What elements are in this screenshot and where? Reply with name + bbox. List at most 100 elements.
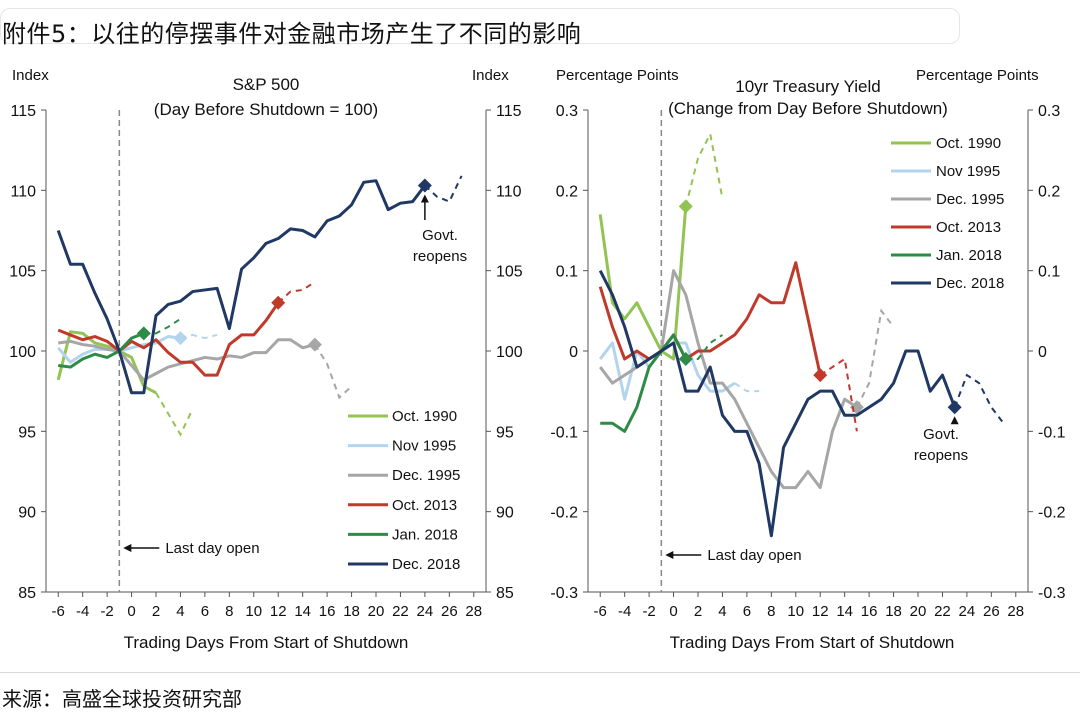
legend-label-oct-1990: Oct. 1990: [392, 408, 457, 425]
legend-label-dec-2018: Dec. 2018: [936, 275, 1004, 292]
x-tick-label: -4: [76, 603, 89, 620]
x-tick-label: -2: [642, 603, 655, 620]
legend-label-dec-1995: Dec. 1995: [392, 467, 460, 484]
x-tick-label: 18: [885, 603, 902, 620]
y-tick-label-right: 95: [496, 424, 514, 441]
x-tick-label: -6: [594, 603, 607, 620]
series-dashed-line-oct-2013: [277, 281, 316, 304]
series-marker-jan-2018: [678, 352, 693, 367]
source-note: 来源：高盛全球投资研究部: [2, 687, 242, 711]
y-tick-label-right: -0.1: [1038, 424, 1066, 441]
y-tick-label-left: 115: [10, 103, 36, 120]
last-day-open-arrowhead: [123, 544, 132, 552]
x-tick-label: -4: [618, 603, 631, 620]
series-marker-nov-1995: [173, 331, 188, 346]
x-tick-label: 10: [245, 603, 262, 620]
legend-label-jan-2018: Jan. 2018: [936, 247, 1002, 264]
x-axis-label: Trading Days From Start of Shutdown: [124, 633, 409, 652]
series-line-oct-1990: [598, 206, 688, 361]
series-marker-oct-2013: [813, 368, 828, 383]
y-tick-label-left: -0.3: [550, 585, 578, 602]
chart-title: 10yr Treasury Yield: [735, 77, 881, 96]
y-tick-label-left: 105: [9, 264, 36, 281]
x-tick-label: 12: [812, 603, 829, 620]
y-tick-label-right: -0.2: [1038, 505, 1066, 522]
legend-label-dec-2018: Dec. 2018: [392, 556, 460, 573]
x-tick-label: -2: [100, 603, 113, 620]
series-marker-dec-1995: [307, 337, 322, 352]
x-axis-label: Trading Days From Start of Shutdown: [670, 633, 955, 652]
y-tick-label-left: 0.3: [556, 103, 578, 120]
x-tick-label: 0: [669, 603, 677, 620]
y-tick-label-right: 0: [1038, 344, 1047, 361]
x-tick-label: 26: [441, 603, 458, 620]
series-dashed-line-dec-1995: [314, 344, 353, 400]
series-line-dec-2018: [56, 179, 427, 395]
x-tick-label: 0: [127, 603, 135, 620]
govt-reopens-label: Govt.: [422, 227, 458, 244]
series-marker-jan-2018: [136, 326, 151, 341]
y-tick-label-left: 90: [18, 505, 36, 522]
series-line-dec-1995: [58, 338, 316, 382]
legend-label-nov-1995: Nov 1995: [936, 163, 1000, 180]
page-title: 附件5：以往的停摆事件对金融市场产生了不同的影响: [2, 20, 582, 48]
legend-label-oct-1990: Oct. 1990: [936, 135, 1001, 152]
govt-reopens-label: reopens: [413, 248, 467, 265]
x-tick-label: 28: [465, 603, 482, 620]
x-tick-label: 16: [861, 603, 878, 620]
series-line-dec-2018: [598, 269, 957, 538]
series-dashed-line-jan-2018: [685, 334, 723, 361]
series-dashed-line-jan-2018: [143, 318, 181, 335]
y-tick-label-right: 0.2: [1038, 183, 1060, 200]
series-marker-dec-2018: [947, 400, 962, 415]
govt-reopens-label: reopens: [914, 447, 968, 464]
last-day-open-label: Last day open: [165, 540, 259, 557]
x-tick-label: 22: [934, 603, 951, 620]
x-tick-label: 18: [343, 603, 360, 620]
y-tick-label-right: 0.1: [1038, 264, 1060, 281]
series-marker-oct-1990: [678, 199, 693, 214]
x-tick-label: 2: [694, 603, 702, 620]
y-tick-label-right: 85: [496, 585, 514, 602]
footer-divider: [0, 672, 1080, 673]
x-tick-label: 20: [368, 603, 385, 620]
y-tick-label-right: 115: [496, 103, 522, 120]
x-tick-label: 26: [983, 603, 1000, 620]
series-line-jan-2018: [58, 331, 145, 369]
x-tick-label: 6: [743, 603, 751, 620]
y-tick-label-left: 110: [10, 183, 36, 200]
y-tick-label-right: 105: [496, 264, 523, 281]
y-axis-label-left: Percentage Points: [556, 67, 679, 84]
x-tick-label: 2: [152, 603, 160, 620]
govt-reopens-arrowhead: [420, 194, 429, 203]
series-dashed-line-oct-1990: [155, 392, 194, 437]
series-line-oct-2013: [598, 261, 822, 376]
y-tick-label-right: 110: [496, 183, 522, 200]
series-dashed-line-nov-1995: [734, 382, 760, 393]
y-tick-label-left: -0.1: [550, 424, 578, 441]
x-tick-label: 24: [417, 603, 434, 620]
series-marker-oct-2013: [271, 295, 286, 310]
x-tick-label: 22: [392, 603, 409, 620]
x-tick-label: 12: [270, 603, 287, 620]
chart-title: S&P 500: [233, 75, 300, 94]
x-tick-label: 24: [959, 603, 976, 620]
legend-label-dec-1995: Dec. 1995: [936, 191, 1004, 208]
x-tick-label: 14: [294, 603, 311, 620]
chart-subtitle: (Change from Day Before Shutdown): [668, 99, 948, 118]
y-tick-label-left: 85: [18, 585, 36, 602]
x-tick-label: -6: [52, 603, 65, 620]
x-tick-label: 4: [718, 603, 726, 620]
last-day-open-label: Last day open: [707, 547, 801, 564]
y-tick-label-left: 0.2: [556, 183, 578, 200]
x-tick-label: 10: [787, 603, 804, 620]
y-tick-label-left: 100: [9, 344, 36, 361]
series-dashed-line-dec-1995: [855, 308, 895, 408]
govt-reopens-label: Govt.: [923, 426, 959, 443]
series-dashed-line-oct-2013: [819, 357, 858, 432]
series-dashed-line-oct-1990: [684, 131, 724, 207]
y-axis-label-right: Index: [472, 67, 509, 84]
treasury-yield-chart: -0.3 -0.3 -0.2 -0.2 -0.1 -0.1 0 0 0.1 0.1 0.2 0.2 0.…: [550, 67, 1065, 652]
